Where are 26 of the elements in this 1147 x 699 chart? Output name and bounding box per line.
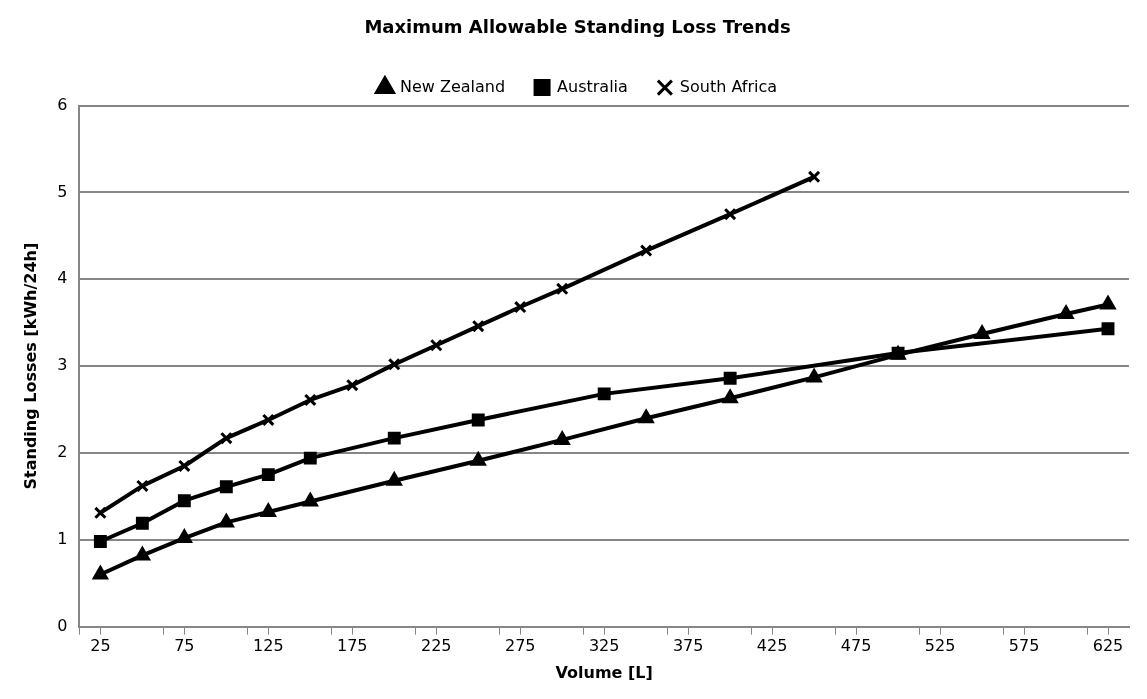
x-axis-title: Volume [L] xyxy=(555,662,653,682)
x-tick-label: 25 xyxy=(90,636,111,656)
y-tick-label: 5 xyxy=(57,181,68,201)
y-tick-label: 0 xyxy=(57,615,68,635)
x-tick-label: 525 xyxy=(924,636,956,656)
x-tick-label: 75 xyxy=(174,636,195,656)
x-tick-label: 625 xyxy=(1092,636,1124,656)
x-tick-label: 125 xyxy=(253,636,284,656)
legend-label: Australia xyxy=(557,76,628,96)
x-tick-label: 325 xyxy=(588,636,620,656)
x-tick-label: 375 xyxy=(672,636,704,656)
y-tick-label: 4 xyxy=(57,268,68,288)
y-tick-label: 6 xyxy=(57,94,68,114)
y-tick-label: 2 xyxy=(57,442,68,462)
legend-label: South Africa xyxy=(679,76,778,96)
chart-title: Maximum Allowable Standing Loss Trends xyxy=(364,16,791,38)
legend-label: New Zealand xyxy=(399,76,506,96)
y-tick-label: 1 xyxy=(57,528,68,548)
y-tick-label: 3 xyxy=(57,355,68,375)
x-tick-label: 475 xyxy=(840,636,872,656)
y-axis-title: Standing Losses [kWh/24h] xyxy=(20,242,40,490)
x-tick-label: 225 xyxy=(420,636,452,656)
x-tick-label: 425 xyxy=(756,636,788,656)
x-tick-label: 275 xyxy=(504,636,536,656)
x-tick-label: 575 xyxy=(1008,636,1040,656)
x-tick-label: 175 xyxy=(337,636,368,656)
